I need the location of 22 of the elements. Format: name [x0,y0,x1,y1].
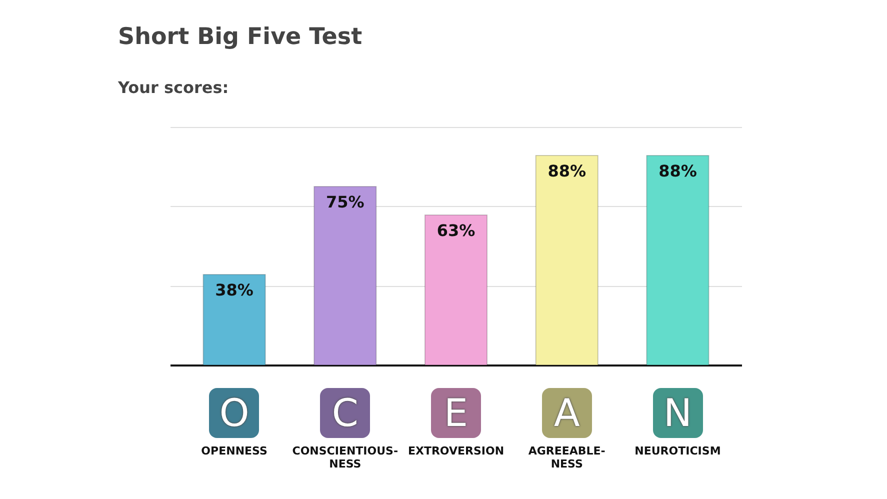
data-label: 88% [658,162,697,181]
bar [424,214,488,366]
x-tick-label: EXTROVERSION [408,444,504,458]
letter-tile-icon: C [320,388,370,438]
data-label: 63% [436,221,476,240]
data-label: 38% [215,280,254,300]
bar [314,186,377,366]
letter-tile-icon: O [209,388,260,438]
bar [535,155,598,366]
x-tick-label: CONSCIENTIOUS- NESS [292,444,398,470]
x-tick-label: OPENNESS [201,444,268,458]
x-tick-label: NEUROTICISM [634,444,721,458]
data-label: 88% [548,162,586,181]
letter-tile-icon: E [431,388,481,438]
data-label: 75% [326,192,364,212]
chart-subtitle: Your scores: [118,78,229,97]
bar [202,274,266,366]
x-tick-label: AGREEABLE- NESS [528,444,606,470]
bar [646,155,710,366]
letter-tile-icon: N [652,388,703,438]
letter-tile-icon: A [542,388,592,438]
chart-title: Short Big Five Test [118,24,362,50]
